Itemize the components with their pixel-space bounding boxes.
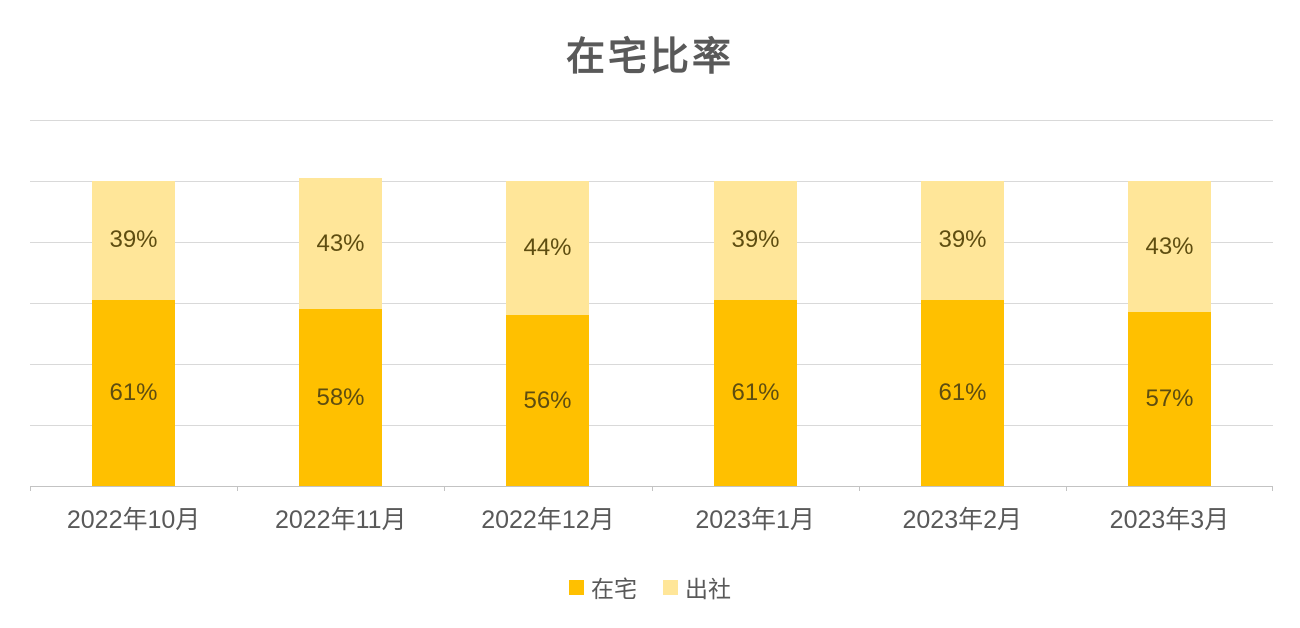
gridline bbox=[30, 242, 1273, 243]
data-label: 61% bbox=[731, 378, 780, 406]
data-label: 39% bbox=[938, 226, 987, 254]
legend-item-series1: 在宅 bbox=[569, 570, 637, 604]
data-label: 61% bbox=[938, 378, 987, 406]
x-axis-tick bbox=[1066, 486, 1067, 491]
x-axis-tick bbox=[444, 486, 445, 491]
bar-segment-series1: 56% bbox=[506, 315, 589, 486]
bar-segment-series2: 39% bbox=[714, 181, 797, 300]
data-label: 44% bbox=[523, 234, 572, 262]
x-axis-tick bbox=[859, 486, 860, 491]
x-axis-category-label: 2023年3月 bbox=[1109, 506, 1230, 534]
x-axis-category-label: 2023年2月 bbox=[902, 506, 1023, 534]
x-axis-category-label: 2022年12月 bbox=[481, 506, 615, 534]
chart-title: 在宅比率 bbox=[565, 36, 734, 79]
legend-label: 出社 bbox=[685, 576, 731, 602]
legend-swatch-icon bbox=[663, 579, 678, 595]
data-label: 57% bbox=[1145, 385, 1194, 413]
x-axis-tick bbox=[1272, 486, 1273, 491]
x-axis-category-label: 2023年1月 bbox=[695, 506, 815, 534]
legend-label: 在宅 bbox=[591, 576, 637, 602]
bar-segment-series1: 58% bbox=[299, 309, 382, 486]
bar-segment-series1: 57% bbox=[1128, 312, 1211, 486]
gridline bbox=[30, 120, 1273, 121]
legend-item-series2: 出社 bbox=[663, 570, 731, 604]
legend-swatch-icon bbox=[569, 579, 584, 595]
plot-area: 61% 39% 58% 43% 56% 44% 61% 39% 61% 39% 57% 43% bbox=[30, 120, 1273, 491]
data-label: 43% bbox=[316, 229, 365, 257]
x-axis-category-label: 2022年11月 bbox=[274, 506, 407, 534]
bar-segment-series1: 61% bbox=[92, 299, 175, 486]
data-label: 58% bbox=[316, 383, 365, 411]
x-axis-category-label: 2022年10月 bbox=[66, 506, 201, 534]
bar-segment-series1: 61% bbox=[714, 299, 797, 486]
x-axis-tick bbox=[652, 486, 653, 491]
bar-segment-series2: 43% bbox=[299, 177, 382, 310]
bar-segment-series2: 43% bbox=[1128, 181, 1211, 313]
data-label: 56% bbox=[523, 386, 572, 414]
legend: 在宅 出社 bbox=[0, 570, 1300, 604]
data-label: 43% bbox=[1145, 232, 1194, 260]
bar-segment-series2: 44% bbox=[506, 181, 589, 316]
gridline bbox=[30, 181, 1273, 182]
x-axis-labels: 2022年10月 2022年11月 2022年12月 2023年1月 2023年2月 20… bbox=[30, 500, 1273, 536]
x-axis-tick bbox=[237, 486, 238, 491]
x-axis-line bbox=[30, 486, 1273, 487]
x-axis-tick bbox=[30, 486, 31, 491]
bar-segment-series2: 39% bbox=[921, 181, 1004, 300]
data-label: 39% bbox=[731, 226, 780, 254]
gridline bbox=[30, 303, 1273, 304]
data-label: 61% bbox=[109, 378, 158, 406]
gridline bbox=[30, 425, 1273, 426]
gridline bbox=[30, 364, 1273, 365]
bar-segment-series1: 61% bbox=[921, 299, 1004, 486]
bar-segment-series2: 39% bbox=[92, 181, 175, 300]
data-label: 39% bbox=[109, 226, 158, 254]
